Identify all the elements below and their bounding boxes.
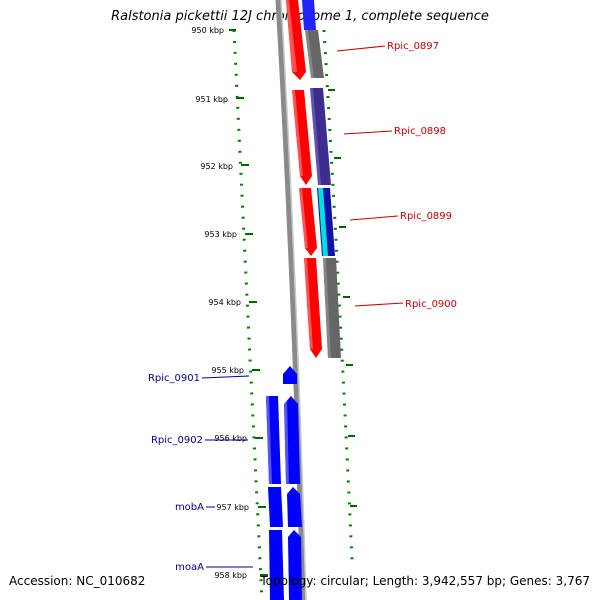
gene-label-rpic-0900: Rpic_0900 [405,299,457,310]
map-title: Ralstonia pickettii 12J chromosome 1, co… [111,9,489,24]
inner-dotted-ring [232,29,264,600]
bottom-gene-labels: Rpic_0901 Rpic_0902 mobA moaA [148,373,253,573]
tick-label: 957 kbp [216,503,249,512]
tick-label: 956 kbp [214,434,247,443]
gene-moba-arrow [268,487,283,527]
top-gene-labels: Rpic_0897 Rpic_0898 Rpic_0899 Rpic_0900 [336,41,457,310]
gene-moaa-arrow [269,530,284,600]
tick-marks [229,29,357,576]
reverse-genes-track [266,366,302,600]
gene-label-moaa: moaA [175,562,204,573]
tick-label: 954 kbp [208,298,241,307]
tick-label: 952 kbp [200,162,233,171]
gene-label-rpic-0901: Rpic_0901 [148,373,200,384]
gene-rpic-0901-arrow [283,366,297,384]
tick-label: 953 kbp [204,230,237,239]
accession-text: Accession: NC_010682 [9,574,146,588]
tick-label: 950 kbp [191,26,224,35]
tick-label: 958 kbp [214,571,247,580]
gene-label-rpic-0898: Rpic_0898 [394,126,446,137]
genome-summary-text: Topology: circular; Length: 3,942,557 bp… [260,574,590,588]
gene-label-rpic-0899: Rpic_0899 [400,211,452,222]
tick-labels: 950 kbp 951 kbp 952 kbp 953 kbp 954 kbp … [191,26,249,580]
tick-label: 951 kbp [195,95,228,104]
forward-genes-track [286,0,322,358]
cds-rpic-0898 [310,88,331,185]
gene-label-rpic-0897: Rpic_0897 [387,41,439,52]
feature-track-outer [302,0,341,358]
tick-label: 955 kbp [211,366,244,375]
gene-label-moba: mobA [175,502,204,513]
gene-label-rpic-0902: Rpic_0902 [151,435,203,446]
